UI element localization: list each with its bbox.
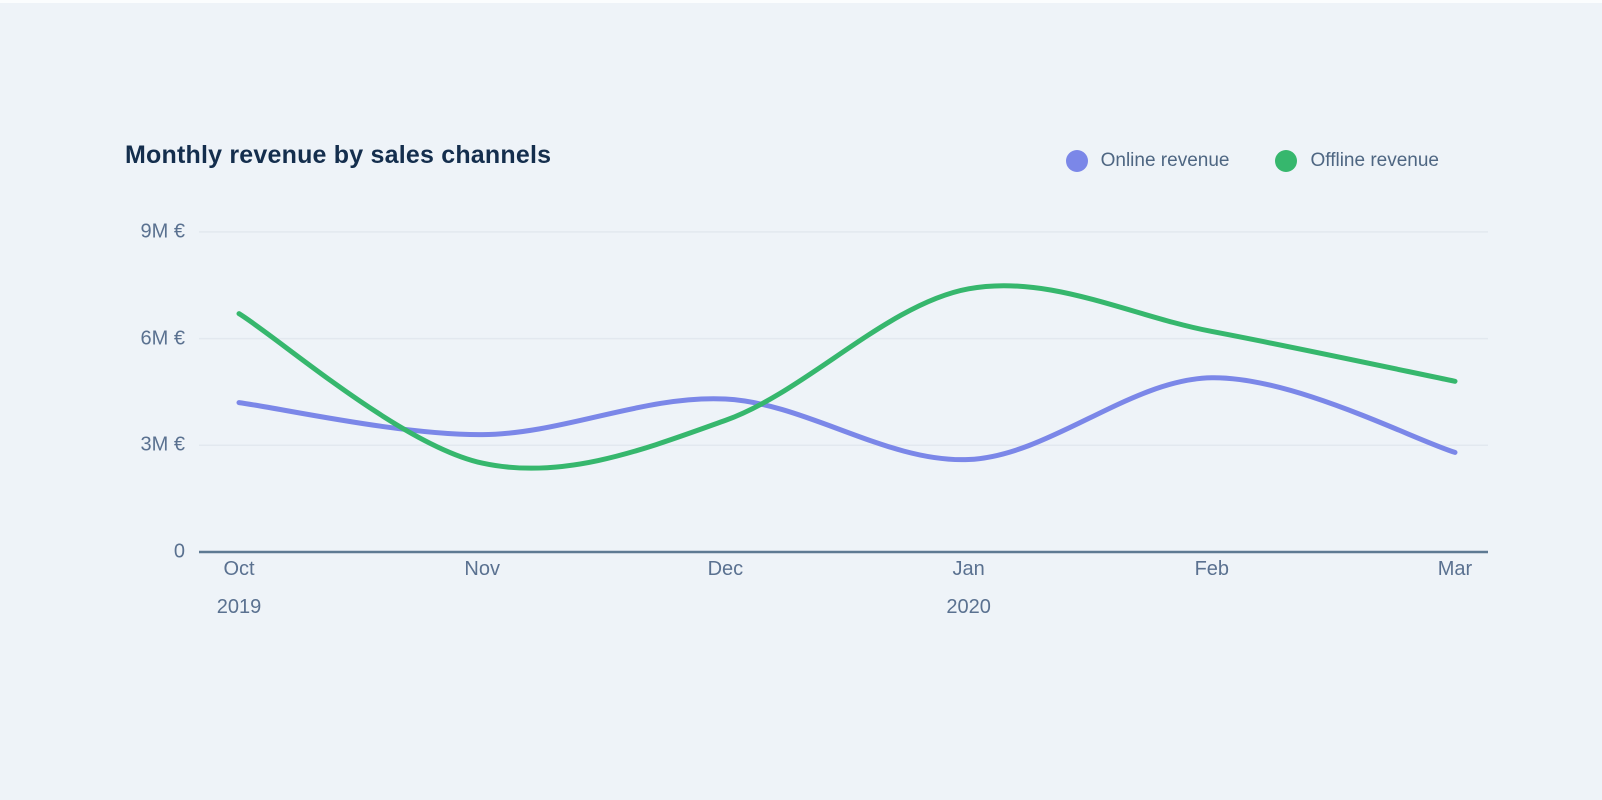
- offline-series-dot-icon: [1275, 150, 1298, 172]
- y-tick-label: 0: [173, 540, 185, 563]
- x-tick-label: Nov: [464, 558, 500, 580]
- series-line-online-revenue[interactable]: [236, 375, 1458, 463]
- x-year-label: 2020: [946, 596, 991, 618]
- x-tick-label: Feb: [1194, 558, 1230, 580]
- x-year-label: 2019: [216, 596, 262, 618]
- y-tick-label: 9M €: [140, 220, 185, 243]
- legend-label-online: Online revenue: [1100, 150, 1230, 171]
- legend-label-offline: Offline revenue: [1310, 150, 1439, 171]
- online-series-dot-icon: [1065, 150, 1088, 172]
- top-edge-highlight: [0, 0, 1602, 3]
- y-tick-label: 3M €: [140, 433, 185, 456]
- chart-title: Monthly revenue by sales channels: [125, 141, 552, 169]
- y-tick-label: 6M €: [140, 327, 185, 350]
- x-tick-label: Jan: [952, 558, 985, 580]
- legend-item-offline[interactable]: Offline revenue: [1275, 150, 1439, 172]
- x-tick-label: Mar: [1437, 558, 1473, 580]
- x-tick-label: Dec: [707, 558, 744, 580]
- legend-item-online[interactable]: Online revenue: [1065, 150, 1230, 172]
- series-line-offline-revenue[interactable]: [236, 283, 1458, 471]
- x-tick-label: Oct: [223, 558, 255, 580]
- legend: Online revenue Offline revenue: [1065, 150, 1439, 172]
